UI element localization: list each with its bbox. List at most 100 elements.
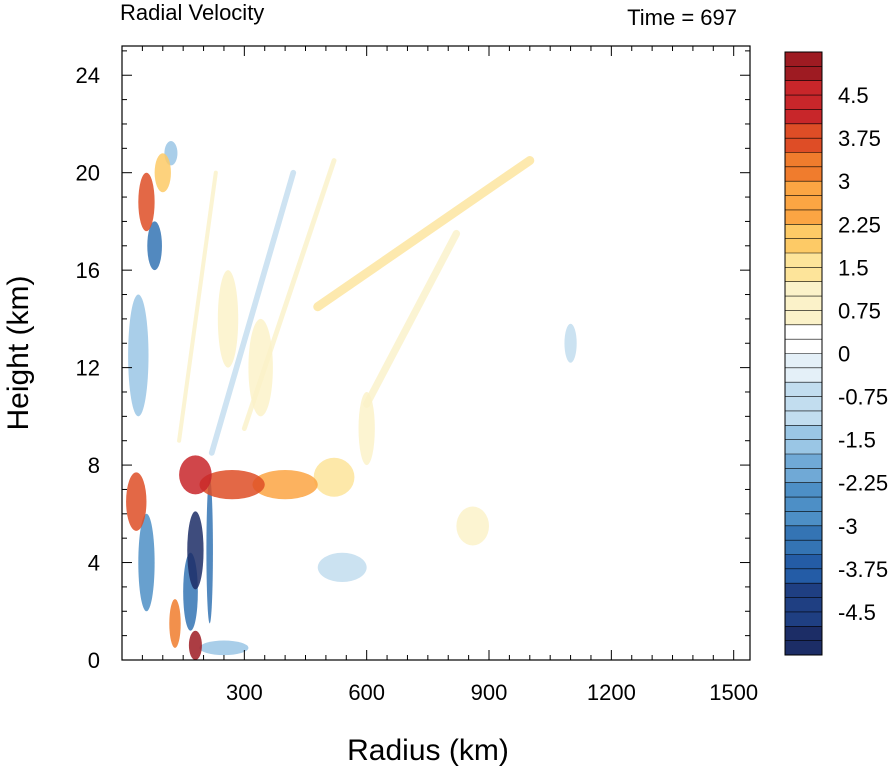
colorbar-level xyxy=(785,396,822,412)
colorbar: 4.5 3.75 3 2.25 1.5 0.75 0 -0.75 -1.5 -2.25 -3 -3.7… xyxy=(784,51,888,656)
colorbar-level xyxy=(785,267,822,283)
y-tick-label: 24 xyxy=(76,63,100,88)
velocity-cell-4 xyxy=(317,552,367,583)
colorbar-level xyxy=(785,626,822,641)
velocity-cell-19 xyxy=(138,172,155,232)
colorbar-level xyxy=(785,209,822,225)
y-tick-label: 4 xyxy=(88,551,100,576)
colorbar-level xyxy=(785,238,822,254)
colorbar-level xyxy=(785,425,822,440)
colorbar-level xyxy=(785,123,822,139)
velocity-streak-1 xyxy=(363,229,461,408)
colorbar-tick-label: -3 xyxy=(838,514,858,539)
colorbar-frame xyxy=(784,51,823,656)
colorbar-level xyxy=(785,482,822,498)
y-tick-label: 20 xyxy=(76,161,100,186)
colorbar-level xyxy=(785,439,822,455)
x-axis-label: Radius (km) xyxy=(347,734,509,767)
colorbar-level xyxy=(785,410,822,426)
colorbar-tick-label: -0.75 xyxy=(838,385,888,410)
velocity-streak-2 xyxy=(208,169,297,456)
colorbar-tick-label: -3.75 xyxy=(838,557,888,582)
velocity-cell-12 xyxy=(252,469,318,500)
velocity-cell-16 xyxy=(126,472,147,531)
colorbar-tick-label: -4.5 xyxy=(838,600,876,625)
velocity-cell-22 xyxy=(188,630,202,660)
velocity-field xyxy=(126,141,577,660)
colorbar-level xyxy=(785,382,822,397)
velocity-cell-11 xyxy=(138,513,155,612)
velocity-cell-2 xyxy=(456,506,490,546)
velocity-cell-21 xyxy=(187,511,204,590)
colorbar-level xyxy=(785,95,822,110)
chart-title: Radial Velocity xyxy=(120,0,264,25)
colorbar-level xyxy=(785,52,822,67)
colorbar-level xyxy=(785,525,822,541)
colorbar-level xyxy=(785,166,822,182)
velocity-streak-3 xyxy=(177,170,218,443)
x-tick-label: 300 xyxy=(226,680,263,705)
colorbar-level xyxy=(785,296,822,311)
velocity-cell-17 xyxy=(147,221,162,271)
colorbar-level xyxy=(785,66,822,82)
colorbar-level xyxy=(785,611,822,627)
colorbar-level xyxy=(785,353,822,369)
colorbar-level xyxy=(785,138,822,153)
velocity-cell-0 xyxy=(564,323,577,363)
colorbar-level xyxy=(785,367,822,383)
colorbar-level xyxy=(785,195,822,211)
colorbar-level xyxy=(785,224,822,239)
y-tick-label: 12 xyxy=(76,356,100,381)
x-tick-label: 1500 xyxy=(709,680,758,705)
colorbar-level xyxy=(785,497,822,512)
velocity-cell-3 xyxy=(217,270,239,368)
colorbar-level xyxy=(785,554,822,570)
y-axis-label: Height (km) xyxy=(2,275,35,430)
colorbar-level xyxy=(785,253,822,268)
colorbar-level xyxy=(785,511,822,527)
colorbar-tick-label: 3.75 xyxy=(838,126,881,151)
colorbar-level xyxy=(785,339,822,354)
colorbar-tick-label: 0.75 xyxy=(838,298,881,323)
colorbar-tick-label: 2.25 xyxy=(838,212,881,237)
colorbar-level xyxy=(785,281,822,297)
velocity-cell-7 xyxy=(128,294,149,417)
velocity-cell-18 xyxy=(199,469,265,500)
velocity-cell-5 xyxy=(358,391,375,466)
velocity-streak-0 xyxy=(313,156,535,312)
colorbar-level xyxy=(785,152,822,168)
colorbar-tick-label: 3 xyxy=(838,169,850,194)
colorbar-level xyxy=(785,468,822,484)
y-tick-label: 8 xyxy=(88,453,100,478)
velocity-cell-10 xyxy=(154,153,171,193)
colorbar-level xyxy=(785,540,822,555)
colorbar-level xyxy=(785,324,822,340)
colorbar-level xyxy=(785,583,822,598)
velocity-cell-8 xyxy=(313,457,355,497)
colorbar-tick-label: -1.5 xyxy=(838,428,876,453)
y-tick-label: 16 xyxy=(76,258,100,283)
colorbar-level xyxy=(785,109,822,125)
colorbar-level xyxy=(785,454,822,469)
y-tick-label: 0 xyxy=(88,648,100,673)
colorbar-level xyxy=(785,640,822,656)
colorbar-level xyxy=(785,310,822,326)
velocity-cell-20 xyxy=(179,455,212,495)
colorbar-level xyxy=(785,80,822,96)
x-tick-label: 1200 xyxy=(587,680,636,705)
heatmap-plot-area xyxy=(122,46,750,660)
time-label: Time = 697 xyxy=(627,5,737,30)
plot-background xyxy=(122,46,750,660)
colorbar-tick-label: 1.5 xyxy=(838,255,869,280)
colorbar-level xyxy=(785,597,822,613)
colorbar-level xyxy=(785,568,822,584)
x-axis-ticks: 300 600 900 1200 1500 xyxy=(121,46,758,705)
colorbar-level xyxy=(785,181,822,196)
colorbar-tick-label: 0 xyxy=(838,342,850,367)
velocity-cell-13 xyxy=(206,477,213,624)
colorbar-tick-label: 4.5 xyxy=(838,83,869,108)
plot-frame xyxy=(121,45,751,661)
colorbar-tick-label: -2.25 xyxy=(838,471,888,496)
y-axis-ticks: 0 4 8 12 16 20 24 xyxy=(76,50,750,673)
